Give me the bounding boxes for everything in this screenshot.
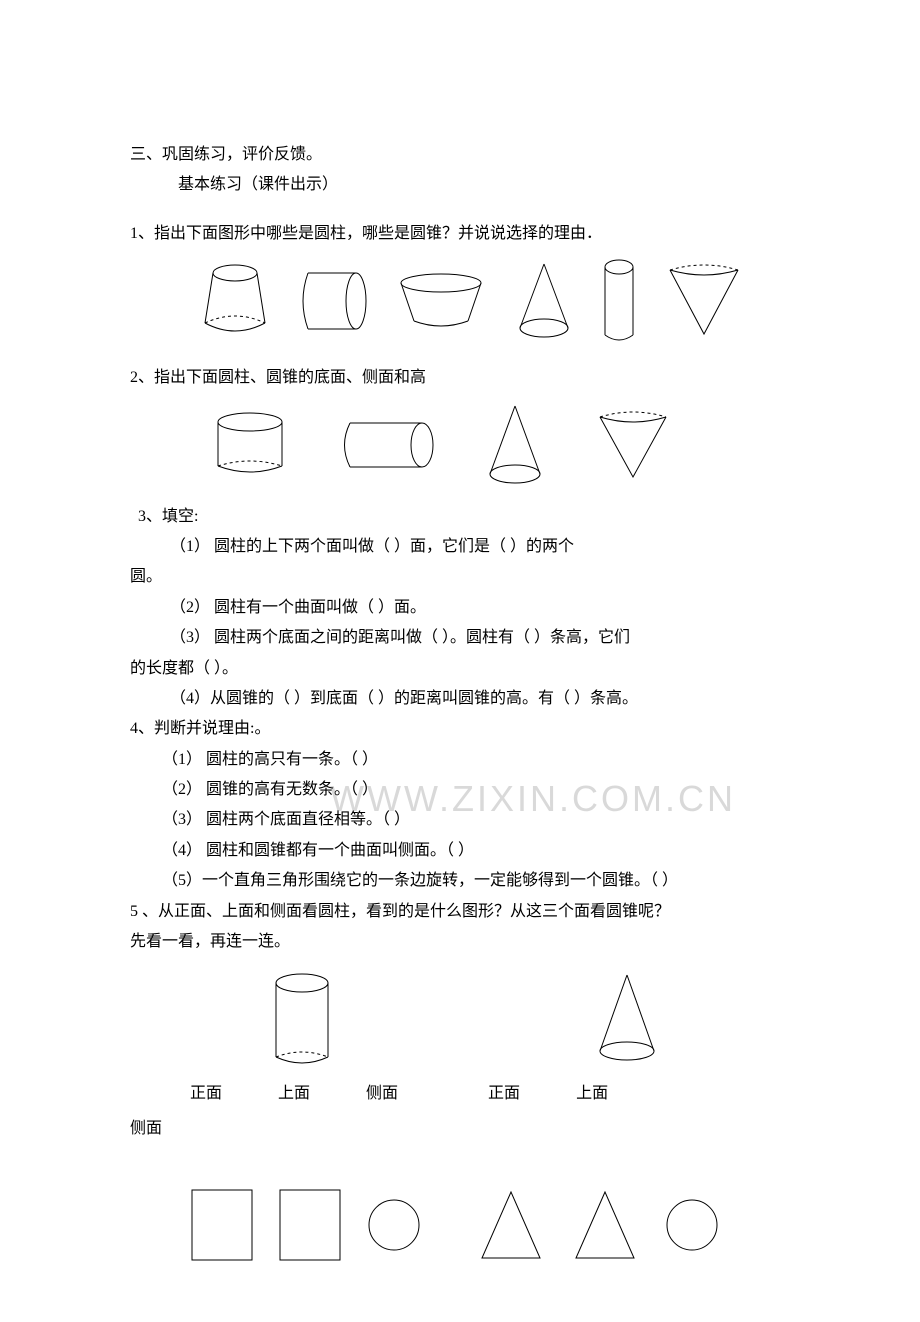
q4-opt1: （1） 圆柱的高只有一条。（ ）	[130, 745, 790, 775]
shape-square1-icon	[190, 1188, 254, 1262]
q4-block: 4、判断并说理由:。 （1） 圆柱的高只有一条。（ ） （2） 圆锥的高有无数条…	[130, 714, 790, 896]
shape-q5-cone-icon	[594, 971, 660, 1067]
q5-line2: 先看一看，再连一连。	[130, 927, 790, 957]
q4-opt2: （2） 圆锥的高有无数条。（ ）	[130, 775, 790, 805]
q3-title: 3、填空:	[130, 502, 790, 532]
q3-block: 3、填空: （1） 圆柱的上下两个面叫做（ ）面，它们是（ ）的两个 圆。 （2…	[130, 502, 790, 715]
q5-labels: 正面 上面 侧面 正面 上面	[130, 1079, 790, 1109]
label-top-2: 上面	[576, 1079, 608, 1109]
q4-opt4: （4） 圆柱和圆锥都有一个曲面叫侧面。（ ）	[130, 836, 790, 866]
shape-triangle2-icon	[570, 1188, 640, 1262]
label-front-2: 正面	[488, 1079, 520, 1109]
q3-opt1b: 圆。	[130, 562, 790, 592]
q5-solids	[130, 971, 790, 1071]
q3-opt2: （2） 圆柱有一个曲面叫做（ ）面。	[130, 593, 790, 623]
q4-opt3: （3） 圆柱两个底面直径相等。（ ）	[130, 805, 790, 835]
shape-frustum-icon	[200, 261, 270, 341]
shape-hcylinder-icon	[298, 266, 368, 336]
section3-subtitle: 基本练习（课件出示）	[130, 170, 790, 200]
shape-triangle1-icon	[476, 1188, 546, 1262]
q5-answers	[130, 1188, 790, 1262]
shape-q5-cylinder-icon	[270, 971, 334, 1071]
shape-square2-icon	[278, 1188, 342, 1262]
label-top-1: 上面	[278, 1079, 310, 1109]
q3-opt3a: （3） 圆柱两个底面之间的距离叫做（ ）。圆柱有（ ）条高，它们	[130, 623, 790, 653]
q3-opt1a: （1） 圆柱的上下两个面叫做（ ）面，它们是（ ）的两个	[130, 532, 790, 562]
shape-hcylinder2-icon	[336, 417, 436, 473]
shape-cone2-icon	[482, 402, 548, 488]
label-side-1: 侧面	[366, 1079, 398, 1109]
shape-cone-icon	[514, 260, 574, 342]
section3-title: 三、巩固练习，评价反馈。	[130, 140, 790, 170]
shape-cylinder2-icon	[210, 410, 290, 480]
q1-shapes	[130, 257, 790, 345]
shape-circle2-icon	[664, 1197, 720, 1253]
q1-text: 1、指出下面图形中哪些是圆柱，哪些是圆锥？并说说选择的理由．	[130, 219, 790, 249]
shape-tall-cylinder-icon	[602, 257, 636, 345]
q3-opt4: （4）从圆锥的（ ）到底面（ ）的距离叫圆锥的高。有（ ）条高。	[130, 684, 790, 714]
shape-wide-frustum-icon	[396, 271, 486, 331]
q5-line1: 5 、从正面、上面和侧面看圆柱，看到的是什么图形？从这三个面看圆锥呢？	[130, 897, 790, 927]
shape-circle1-icon	[366, 1197, 422, 1253]
q4-title: 4、判断并说理由:。	[130, 714, 790, 744]
q2-text: 2、指出下面圆柱、圆锥的底面、侧面和高	[130, 363, 790, 393]
shape-inverted-cone-icon	[664, 262, 744, 340]
q4-opt5: （5）一个直角三角形围绕它的一条边旋转，一定能够得到一个圆锥。（ ）	[130, 866, 790, 896]
q3-opt3b: 的长度都（ ）。	[130, 654, 790, 684]
label-front-1: 正面	[190, 1079, 222, 1109]
q2-shapes	[130, 402, 790, 488]
shape-inverted-cone2-icon	[594, 407, 672, 483]
label-side-2: 侧面	[130, 1114, 790, 1144]
